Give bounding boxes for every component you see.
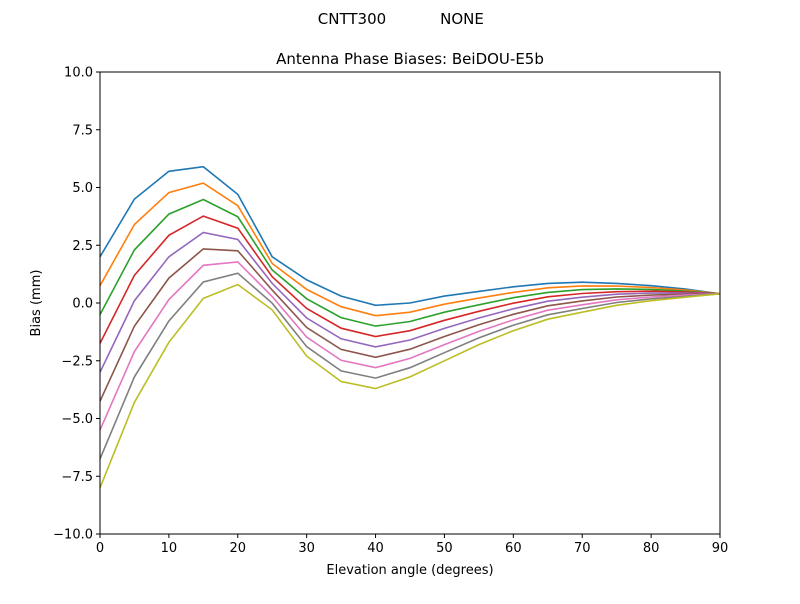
series-line-5 xyxy=(99,231,721,373)
x-tick-label: 20 xyxy=(230,541,247,556)
series-line-8 xyxy=(99,272,721,460)
suptitle-left: CNTT300 xyxy=(318,10,386,28)
y-tick-label: −7.5 xyxy=(61,470,93,485)
x-tick-label: 70 xyxy=(574,541,591,556)
x-axis-label: Elevation angle (degrees) xyxy=(326,563,493,578)
y-axis: −10.0 −7.5 −5.0 −2.5 0.0 2.5 5.0 7.5 10.0 xyxy=(53,66,100,543)
series-line-4 xyxy=(99,215,721,344)
y-tick-label: 2.5 xyxy=(72,239,93,254)
x-tick-label: 30 xyxy=(298,541,315,556)
x-tick-label: 10 xyxy=(161,541,178,556)
y-tick-label: 10.0 xyxy=(64,66,93,81)
x-axis: 0 10 20 30 40 50 60 70 80 90 xyxy=(96,534,728,556)
series-line-1 xyxy=(99,165,721,307)
series-line-9 xyxy=(99,283,721,489)
x-tick-label: 0 xyxy=(96,541,104,556)
x-tick-label: 80 xyxy=(643,541,660,556)
series-line-6 xyxy=(99,248,721,402)
y-tick-label: −2.5 xyxy=(61,354,93,369)
y-tick-label: −10.0 xyxy=(53,528,93,543)
series-line-3 xyxy=(99,198,721,327)
x-tick-label: 40 xyxy=(367,541,384,556)
series-line-7 xyxy=(99,261,721,431)
x-tick-label: 50 xyxy=(436,541,453,556)
series-lines xyxy=(99,165,721,489)
suptitle-right: NONE xyxy=(440,10,484,28)
x-tick-label: 60 xyxy=(505,541,522,556)
chart-title: Antenna Phase Biases: BeiDOU-E5b xyxy=(276,50,544,68)
y-tick-label: 7.5 xyxy=(72,123,93,138)
y-axis-label: Bias (mm) xyxy=(29,270,44,337)
y-tick-label: −5.0 xyxy=(61,412,93,427)
y-tick-label: 0.0 xyxy=(72,297,93,312)
series-line-2 xyxy=(99,182,721,317)
y-tick-label: 5.0 xyxy=(72,181,93,196)
x-tick-label: 90 xyxy=(712,541,729,556)
